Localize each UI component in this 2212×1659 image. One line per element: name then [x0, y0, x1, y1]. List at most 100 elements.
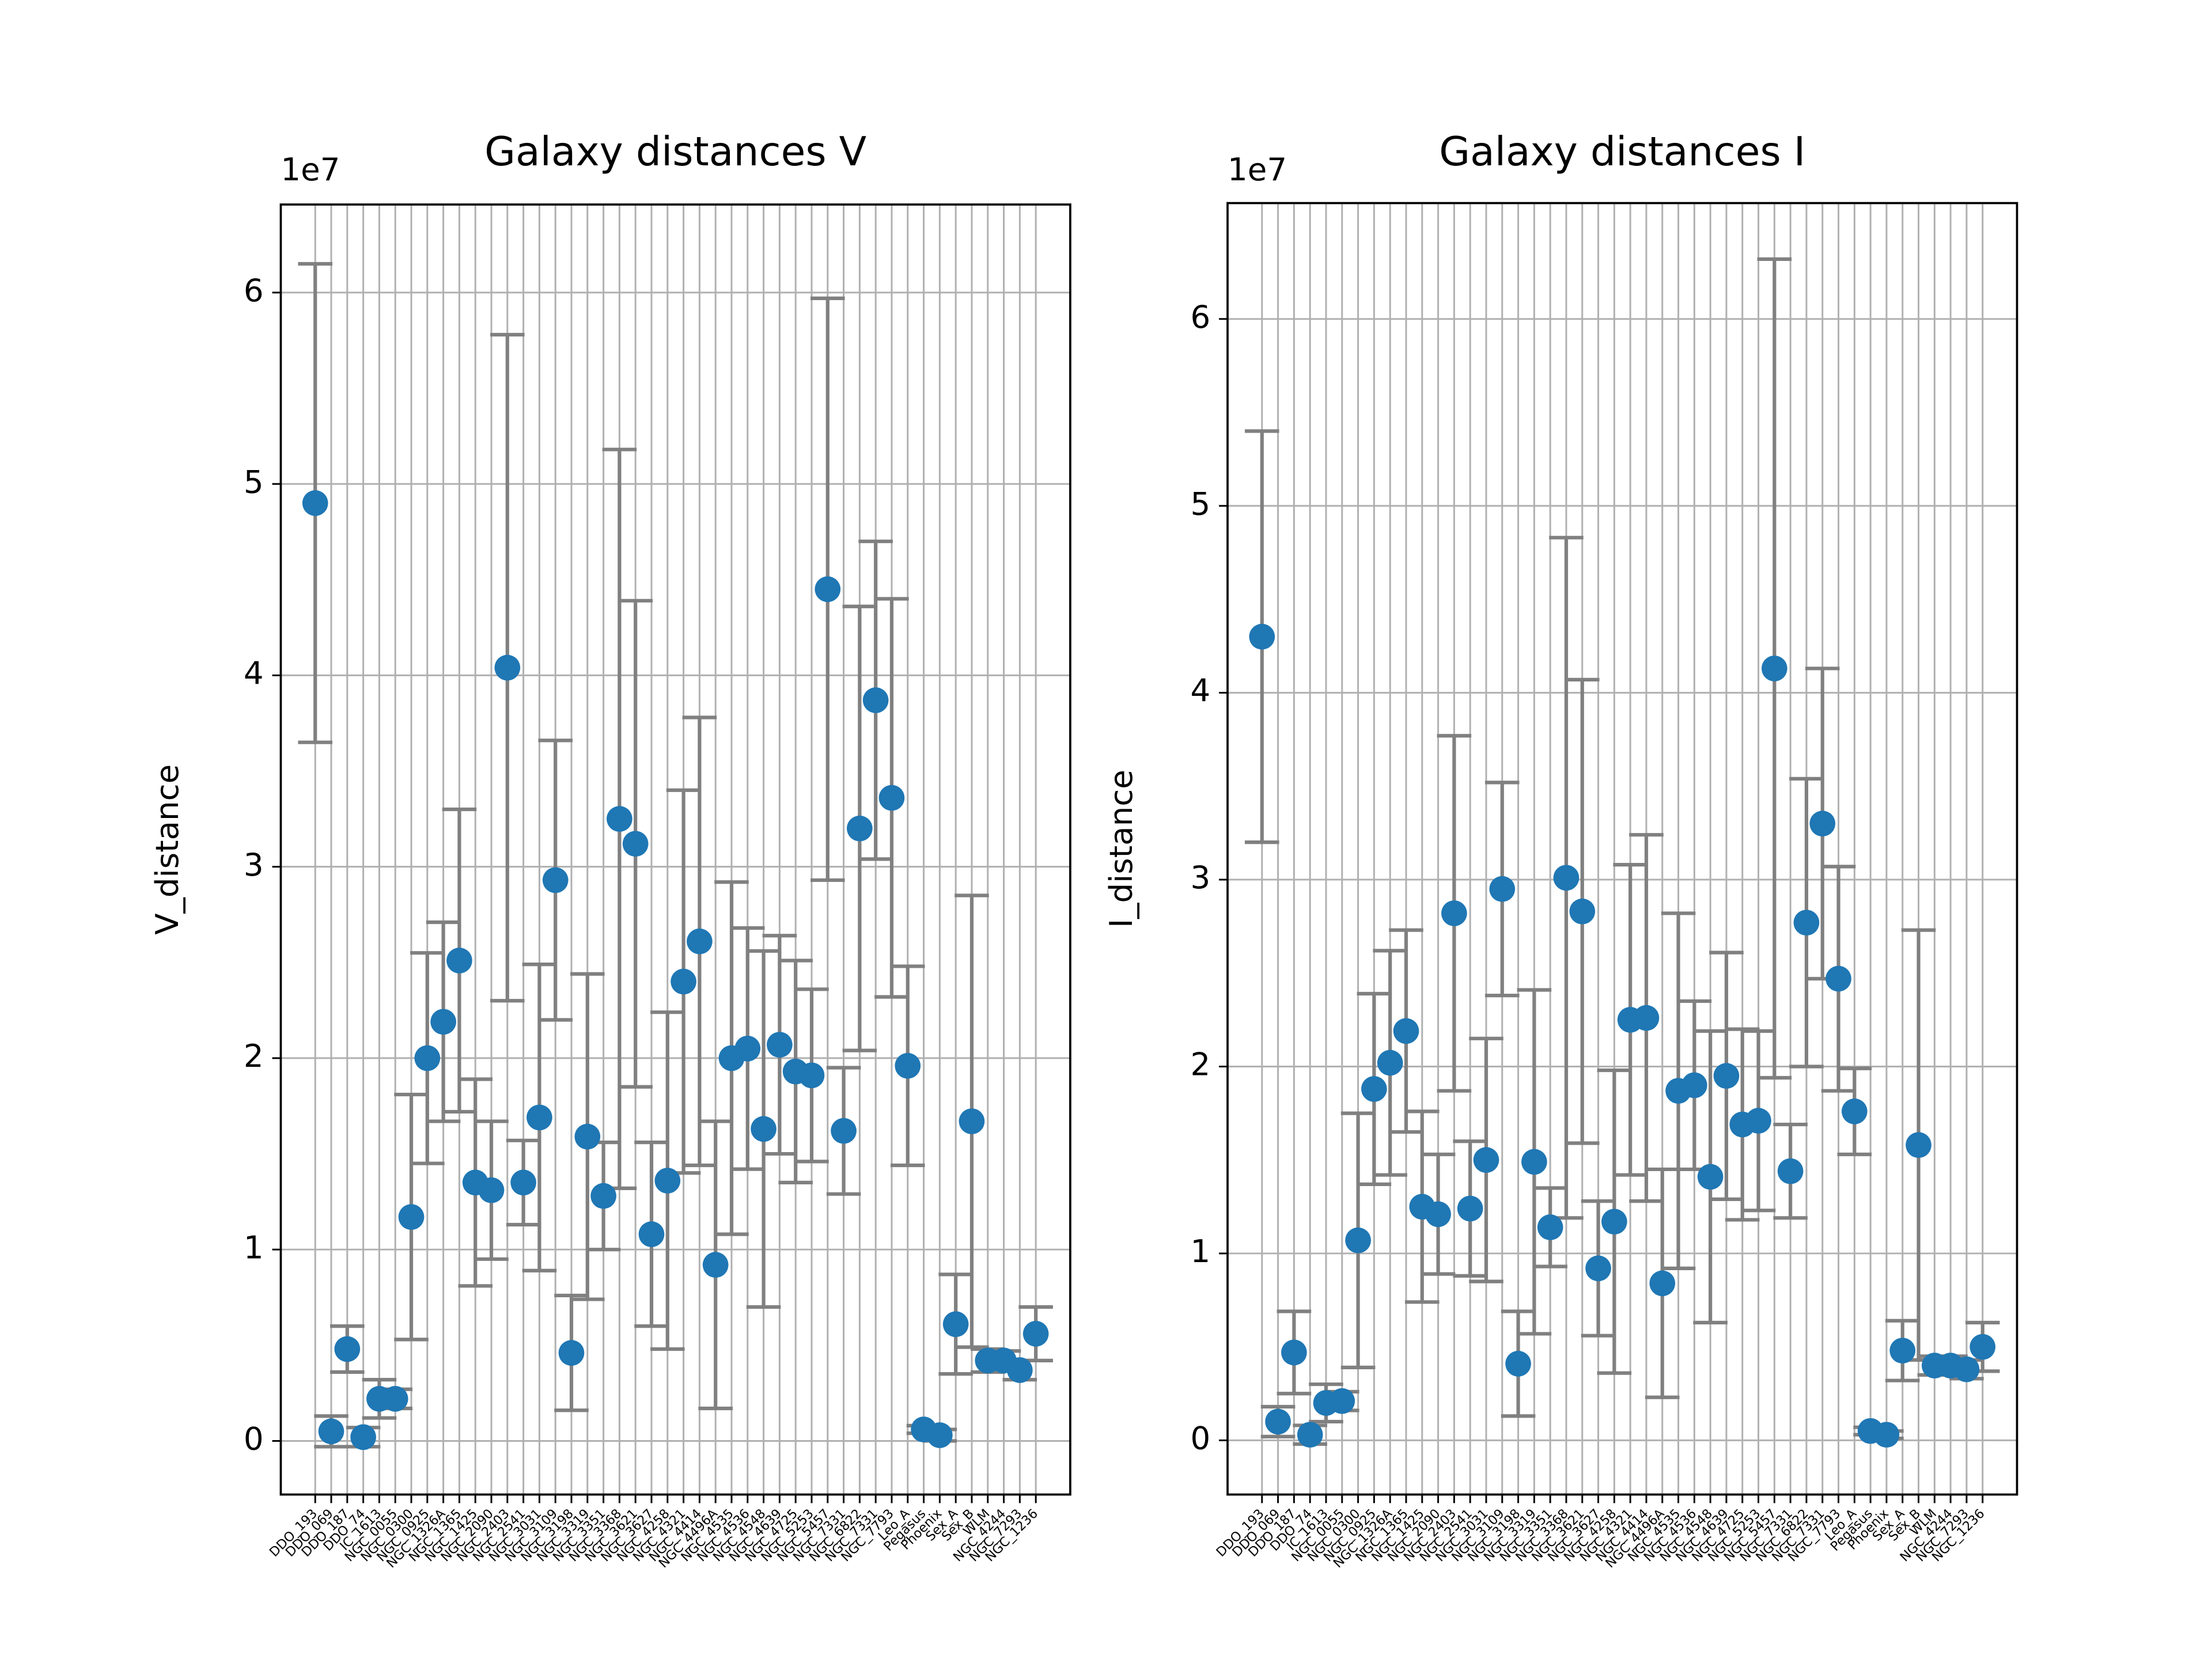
marker	[1345, 1227, 1371, 1253]
marker	[1825, 965, 1851, 992]
marker	[622, 831, 649, 857]
marker	[446, 948, 472, 974]
marker	[1473, 1147, 1499, 1173]
marker	[1842, 1099, 1868, 1124]
marker	[1281, 1339, 1307, 1366]
marker	[1007, 1357, 1033, 1383]
chart-title: Galaxy distances I	[1439, 128, 1805, 175]
y-tick-label: 5	[244, 463, 264, 500]
y-tick-label: 4	[1190, 672, 1210, 709]
marker	[430, 1009, 456, 1035]
marker	[798, 1062, 825, 1089]
marker	[607, 806, 632, 832]
marker	[1906, 1132, 1931, 1158]
marker	[1777, 1158, 1804, 1184]
y-tick-label: 6	[1190, 298, 1210, 335]
marker	[1553, 865, 1580, 891]
axes-frame	[279, 203, 1071, 1496]
marker	[1762, 656, 1787, 681]
marker	[702, 1252, 729, 1278]
marker	[1969, 1334, 1996, 1360]
y-tick-label: 1	[244, 1229, 264, 1266]
y-tick-label: 2	[1190, 1046, 1210, 1083]
marker	[862, 687, 889, 713]
marker	[687, 928, 713, 955]
marker	[542, 867, 569, 893]
marker	[1249, 623, 1275, 650]
y-tick-label: 0	[1190, 1420, 1210, 1457]
marker	[847, 815, 873, 842]
marker	[558, 1340, 585, 1366]
marker	[1953, 1356, 1980, 1382]
marker	[1393, 1018, 1419, 1044]
y-tick-label: 2	[244, 1037, 264, 1074]
y-axis-label: I_distance	[1103, 770, 1139, 928]
y-tick-label: 0	[244, 1421, 264, 1457]
marker	[734, 1035, 761, 1062]
marker	[1441, 900, 1467, 926]
marker	[671, 968, 696, 995]
marker	[318, 1418, 344, 1445]
marker	[382, 1386, 408, 1412]
marker	[1361, 1076, 1387, 1102]
marker	[831, 1118, 857, 1144]
y-tick-label: 3	[244, 846, 264, 883]
marker	[1889, 1338, 1916, 1364]
y-tick-label: 3	[1190, 859, 1210, 896]
marker	[302, 490, 328, 516]
marker	[959, 1108, 985, 1134]
marker	[1521, 1149, 1547, 1175]
marker	[1457, 1195, 1483, 1222]
marker	[527, 1104, 552, 1131]
marker	[1265, 1408, 1291, 1435]
marker	[1793, 910, 1820, 936]
y-tick-label: 4	[244, 655, 264, 692]
marker	[654, 1168, 681, 1194]
marker	[590, 1183, 616, 1209]
marker	[1569, 898, 1596, 925]
marker	[1745, 1108, 1771, 1134]
marker	[1713, 1063, 1740, 1089]
marker	[638, 1221, 665, 1247]
marker	[815, 576, 841, 603]
marker	[350, 1424, 376, 1450]
y-tick-label: 5	[1190, 485, 1210, 522]
marker	[1537, 1214, 1563, 1240]
marker	[414, 1045, 441, 1071]
offset-label: 1e7	[1228, 151, 1287, 188]
marker	[1489, 876, 1516, 902]
marker	[751, 1116, 777, 1142]
y-axis-label: V_distance	[149, 764, 185, 935]
marker	[398, 1204, 425, 1230]
offset-label: 1e7	[281, 151, 340, 188]
marker	[1329, 1388, 1355, 1414]
marker	[927, 1422, 953, 1448]
marker	[1809, 810, 1836, 837]
marker	[574, 1123, 601, 1150]
marker	[942, 1311, 969, 1338]
marker	[494, 654, 521, 681]
marker	[1022, 1321, 1049, 1347]
y-tick-label: 6	[244, 272, 264, 309]
marker	[478, 1177, 505, 1203]
chart-title: Galaxy distances V	[484, 128, 866, 175]
marker	[878, 785, 905, 811]
axes-frame	[1226, 202, 2018, 1496]
marker	[1425, 1201, 1451, 1228]
marker	[1649, 1270, 1676, 1297]
marker	[895, 1052, 921, 1079]
marker	[1601, 1209, 1627, 1235]
marker	[1377, 1050, 1403, 1076]
marker	[510, 1169, 536, 1196]
marker	[1697, 1164, 1724, 1190]
y-tick-label: 1	[1190, 1233, 1210, 1270]
marker	[1585, 1255, 1611, 1282]
marker	[1633, 1005, 1660, 1031]
marker	[767, 1032, 793, 1058]
marker	[1297, 1422, 1323, 1448]
marker	[1505, 1351, 1531, 1377]
marker	[1681, 1072, 1707, 1099]
marker	[1873, 1422, 1900, 1448]
marker	[334, 1336, 361, 1362]
